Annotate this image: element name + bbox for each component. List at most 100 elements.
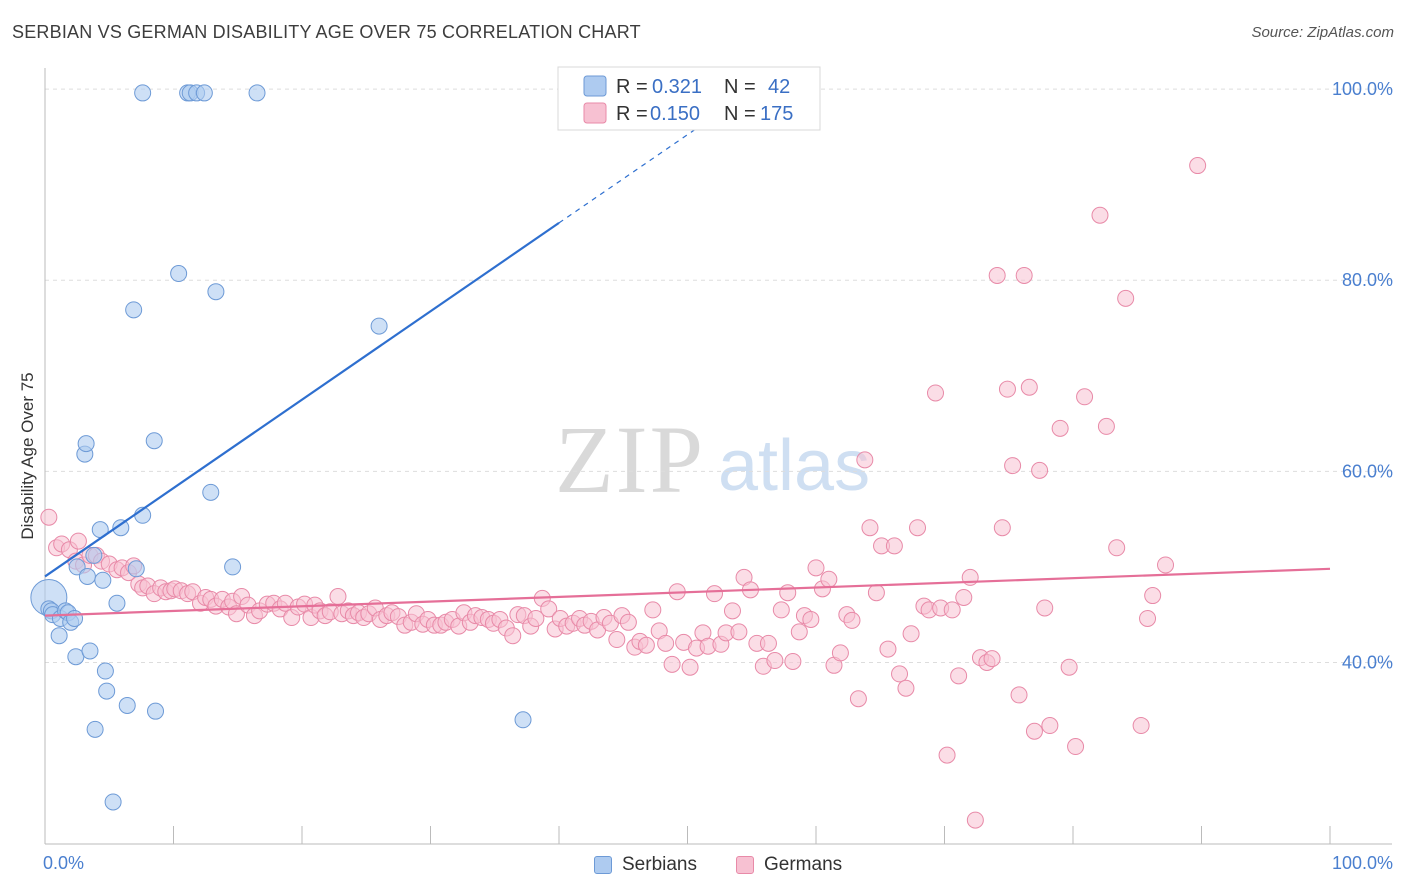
germans-point: [861, 519, 879, 537]
serbians-trend-line: [44, 221, 560, 578]
germans-point: [1132, 717, 1150, 735]
serbians-point: [147, 702, 165, 720]
serbians-point: [127, 560, 145, 578]
germans-point: [966, 811, 984, 829]
gridlines: [45, 88, 1392, 663]
legend-n-value: 175: [760, 103, 793, 125]
tick-labels: 40.0% 60.0% 80.0% 100.0% 0.0% 100.0%: [43, 79, 1393, 873]
germans-point: [950, 667, 968, 685]
germans-point: [1091, 206, 1109, 224]
serbians-point: [125, 301, 143, 319]
y-tick-label: 80.0%: [1342, 270, 1393, 290]
serbians-point: [85, 546, 103, 564]
germans-point: [927, 384, 945, 402]
germans-point: [1117, 289, 1135, 307]
germans-point: [1189, 157, 1207, 175]
germans-point: [879, 640, 897, 658]
germans-point: [681, 658, 699, 676]
germans-point: [329, 588, 347, 606]
x-tick-label: 0.0%: [43, 853, 84, 873]
germans-point: [637, 636, 655, 654]
germans-point: [988, 266, 1006, 284]
legend-n-label: N =: [724, 76, 756, 98]
germans-point: [1025, 722, 1043, 740]
germans-point: [831, 644, 849, 662]
germans-point: [856, 451, 874, 469]
serbians-label: Serbians: [622, 854, 697, 875]
y-tick-label: 40.0%: [1342, 652, 1393, 672]
germans-point: [867, 584, 885, 602]
serbians-point: [104, 793, 122, 811]
germans-trend-line: [44, 567, 1331, 617]
watermark-atlas: atlas: [718, 426, 870, 506]
serbians-point: [514, 711, 532, 729]
germans-point: [759, 634, 777, 652]
germans-point: [619, 613, 637, 631]
germans-point: [779, 584, 797, 602]
legend-serbians-swatch: [583, 75, 607, 97]
serbians-point: [67, 648, 85, 666]
germans-point: [1036, 599, 1054, 617]
serbians-point: [81, 642, 99, 660]
germans-point: [784, 652, 802, 670]
serbians-point: [134, 84, 152, 102]
legend-r-value: 0.321: [652, 76, 702, 98]
germans-point: [902, 625, 920, 643]
chart-title: SERBIAN VS GERMAN DISABILITY AGE OVER 75…: [12, 22, 641, 42]
serbians-point: [118, 696, 136, 714]
germans-point: [1139, 609, 1157, 627]
germans-point: [730, 623, 748, 641]
germans-point: [663, 655, 681, 673]
serbians-point: [370, 317, 388, 335]
germans-point: [1108, 539, 1126, 557]
serbians-point: [98, 682, 116, 700]
germans-point: [843, 611, 861, 629]
germans-point: [644, 601, 662, 619]
germans-point: [820, 570, 838, 588]
serbians-point: [77, 435, 95, 453]
legend-r-label: R =: [616, 103, 648, 125]
legend-r-value: 0.150: [650, 103, 700, 125]
serbians-point: [202, 483, 220, 501]
germans-point: [1144, 587, 1162, 605]
serbians-point: [224, 558, 242, 576]
germans-point: [849, 690, 867, 708]
germans-point: [1097, 417, 1115, 435]
germans-point: [1020, 378, 1038, 396]
serbians-point: [195, 84, 213, 102]
serbians-point: [170, 265, 188, 283]
germans-point: [1010, 686, 1028, 704]
germans-point: [657, 634, 675, 652]
germans-point: [897, 679, 915, 697]
germans-point: [943, 601, 961, 619]
germans-point: [807, 559, 825, 577]
y-axis-label: Disability Age Over 75: [18, 372, 37, 539]
germans-point: [766, 652, 784, 670]
germans-point: [955, 588, 973, 606]
germans-point: [983, 650, 1001, 668]
legend-n-label: N =: [724, 103, 756, 125]
germans-point: [723, 602, 741, 620]
serbians-point: [145, 432, 163, 450]
watermark-zip: ZIP: [555, 406, 705, 513]
germans-point: [504, 627, 522, 645]
serbians-point: [50, 627, 68, 645]
germans-point: [1015, 266, 1033, 284]
serbians-point: [78, 567, 96, 585]
germans-point: [705, 585, 723, 603]
legend-item-germans: Germans: [736, 851, 842, 879]
legend-item-serbians: Serbians: [594, 851, 697, 879]
serbians-point: [66, 609, 84, 627]
serbians-point: [96, 662, 114, 680]
legend-r-label: R =: [616, 76, 648, 98]
germans-point: [938, 746, 956, 764]
germans-point: [1041, 717, 1059, 735]
source-label: Source: ZipAtlas.com: [1251, 24, 1394, 41]
germans-point: [993, 519, 1011, 537]
germans-point: [527, 609, 545, 627]
watermark: ZIP atlas: [555, 406, 870, 513]
y-tick-label: 100.0%: [1332, 79, 1393, 99]
germans-point: [885, 537, 903, 555]
serbians-point: [108, 594, 126, 612]
